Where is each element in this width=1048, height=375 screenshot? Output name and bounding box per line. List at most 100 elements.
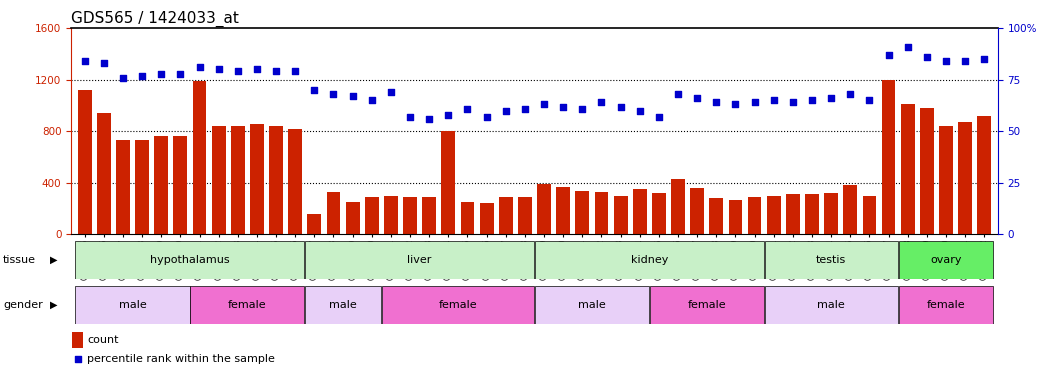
Point xyxy=(498,108,515,114)
Point xyxy=(880,52,897,58)
Bar xyxy=(765,286,898,324)
Point xyxy=(383,89,399,95)
Point xyxy=(593,99,610,105)
Bar xyxy=(728,200,742,234)
Point xyxy=(938,58,955,64)
Bar xyxy=(939,126,953,234)
Point xyxy=(172,70,189,76)
Bar xyxy=(231,126,244,234)
Bar xyxy=(460,202,475,234)
Bar xyxy=(305,241,534,279)
Bar xyxy=(958,122,973,234)
Point xyxy=(765,98,782,104)
Point xyxy=(325,91,342,97)
Bar xyxy=(901,104,915,234)
Text: percentile rank within the sample: percentile rank within the sample xyxy=(87,354,275,364)
Bar xyxy=(898,286,994,324)
Text: kidney: kidney xyxy=(631,255,668,265)
Bar xyxy=(556,187,570,234)
Point xyxy=(785,99,802,105)
Point xyxy=(727,101,744,107)
Point xyxy=(287,68,304,74)
Bar xyxy=(534,241,764,279)
Bar xyxy=(747,197,762,234)
Point xyxy=(401,114,418,120)
Bar xyxy=(691,188,704,234)
Bar xyxy=(365,197,378,234)
Bar xyxy=(518,197,531,234)
Text: female: female xyxy=(439,300,477,310)
Point xyxy=(574,106,591,112)
Bar xyxy=(96,113,111,234)
Point xyxy=(267,68,284,74)
Point xyxy=(899,44,916,50)
Bar xyxy=(652,193,665,234)
Text: ▶: ▶ xyxy=(50,255,58,265)
Bar xyxy=(709,198,723,234)
Point xyxy=(976,56,992,62)
Point xyxy=(554,104,571,110)
Bar xyxy=(575,190,589,234)
Bar xyxy=(594,192,609,234)
Bar xyxy=(288,129,302,234)
Point xyxy=(708,99,725,105)
Text: ▶: ▶ xyxy=(50,300,58,310)
Text: tissue: tissue xyxy=(3,255,36,265)
Bar xyxy=(72,332,83,348)
Point xyxy=(823,95,839,101)
Bar xyxy=(250,123,264,234)
Text: male: male xyxy=(329,300,357,310)
Bar xyxy=(499,197,512,234)
Bar xyxy=(441,131,455,234)
Bar xyxy=(305,286,381,324)
Bar xyxy=(384,196,398,234)
Point xyxy=(77,58,93,64)
Bar xyxy=(920,108,934,234)
Point xyxy=(114,75,131,81)
Bar xyxy=(193,81,206,234)
Point xyxy=(670,91,686,97)
Text: gender: gender xyxy=(3,300,43,310)
Point xyxy=(612,104,629,110)
Bar xyxy=(154,136,168,234)
Point xyxy=(421,116,438,122)
Bar xyxy=(538,184,551,234)
Bar xyxy=(650,286,764,324)
Bar xyxy=(307,214,322,234)
Bar xyxy=(786,194,800,234)
Bar xyxy=(805,194,818,234)
Point xyxy=(459,106,476,112)
Bar xyxy=(269,126,283,234)
Bar xyxy=(78,90,91,234)
Text: liver: liver xyxy=(408,255,432,265)
Text: GDS565 / 1424033_at: GDS565 / 1424033_at xyxy=(71,10,239,27)
Bar xyxy=(844,185,857,234)
Bar xyxy=(825,193,838,234)
Bar xyxy=(75,286,190,324)
Point xyxy=(95,60,112,66)
Bar xyxy=(135,140,149,234)
Text: female: female xyxy=(228,300,266,310)
Bar xyxy=(671,179,685,234)
Bar xyxy=(191,286,304,324)
Bar xyxy=(422,197,436,234)
Point xyxy=(746,99,763,105)
Bar xyxy=(116,140,130,234)
Bar xyxy=(327,192,341,234)
Point xyxy=(69,356,86,362)
Text: testis: testis xyxy=(816,255,847,265)
Bar xyxy=(881,80,895,234)
Point xyxy=(631,108,648,114)
Bar xyxy=(75,241,304,279)
Bar xyxy=(403,197,417,234)
Point xyxy=(517,106,533,112)
Bar xyxy=(480,203,494,234)
Text: hypothalamus: hypothalamus xyxy=(150,255,230,265)
Point xyxy=(364,98,380,104)
Point xyxy=(689,95,705,101)
Point xyxy=(804,98,821,104)
Point xyxy=(230,68,246,74)
Point xyxy=(651,114,668,120)
Bar xyxy=(898,241,994,279)
Point xyxy=(918,54,935,60)
